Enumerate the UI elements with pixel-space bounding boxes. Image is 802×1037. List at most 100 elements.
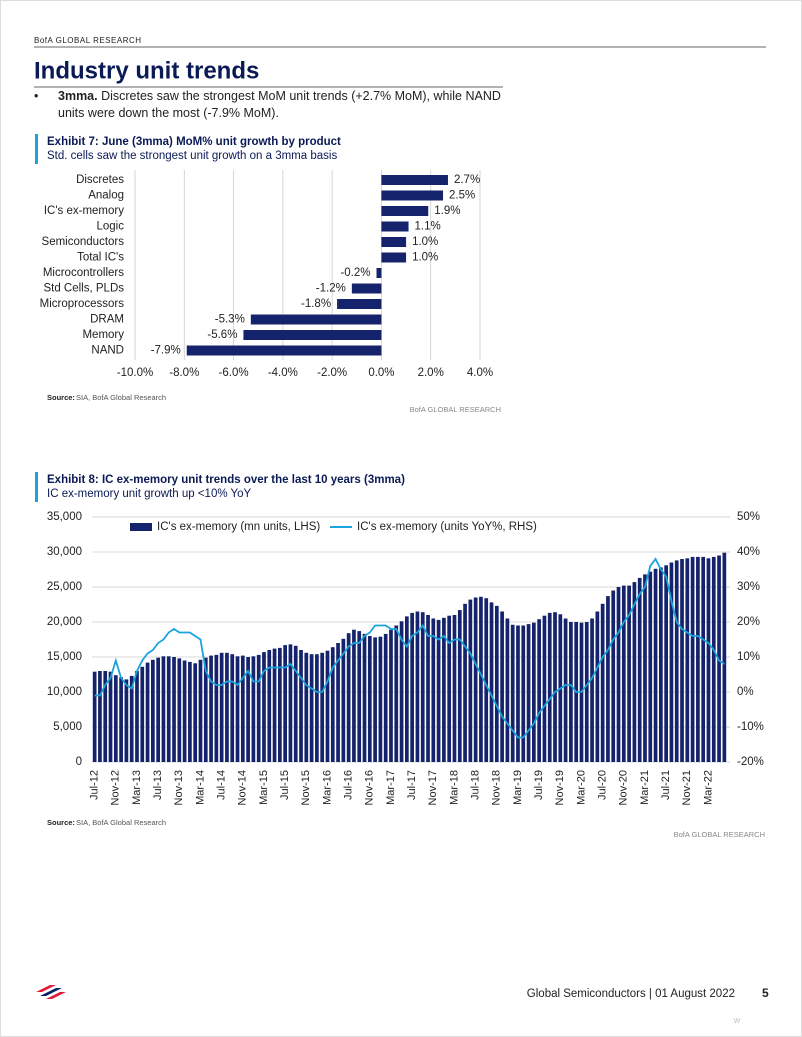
legend-label: IC's ex-memory (units YoY%, RHS) <box>357 521 537 533</box>
bar <box>113 675 118 762</box>
page-number: 5 <box>762 986 769 1000</box>
bar <box>151 659 155 762</box>
bar <box>669 562 674 762</box>
value-label: -7.9% <box>151 345 181 357</box>
x-tick-label: Nov-19 <box>554 770 566 805</box>
bar <box>685 558 690 762</box>
bar <box>563 618 568 762</box>
bar <box>177 658 182 762</box>
bar <box>330 647 335 762</box>
line <box>94 557 725 739</box>
bar <box>521 625 526 762</box>
bar <box>722 552 727 762</box>
source-label: Source: <box>47 393 75 402</box>
y2-tick-label: -20% <box>737 756 764 768</box>
bar <box>381 175 448 185</box>
bar <box>621 585 626 762</box>
bar <box>352 629 356 762</box>
value-label: 1.0% <box>412 252 438 264</box>
bar <box>166 656 171 762</box>
bar <box>161 656 166 762</box>
bar <box>336 643 340 762</box>
category-label: Total IC's <box>77 252 124 264</box>
bar <box>357 631 362 762</box>
x-tick-label: Nov-17 <box>427 770 439 805</box>
bar <box>135 671 139 762</box>
bar <box>108 671 113 762</box>
bar <box>394 625 399 762</box>
y-tick-label: 15,000 <box>47 651 82 663</box>
bar <box>600 603 605 762</box>
x-tick-label: Nov-14 <box>237 770 249 805</box>
bullet: • 3mma. Discretes saw the strongest MoM u… <box>34 89 501 120</box>
bar <box>381 237 407 247</box>
x-tick-label: Mar-20 <box>575 770 587 805</box>
y2-tick-label: 50% <box>737 511 760 523</box>
bar <box>381 252 407 263</box>
bar <box>225 652 229 762</box>
x-tick-label: Nov-13 <box>173 770 185 805</box>
value-label: 2.7% <box>454 174 480 186</box>
bar <box>510 624 515 762</box>
bar <box>124 679 129 762</box>
x-tick-label: Mar-18 <box>448 770 460 805</box>
bar <box>182 660 187 762</box>
x-tick-label: Mar-14 <box>194 770 206 805</box>
value-label: -5.6% <box>207 329 237 341</box>
source-label: Source: <box>47 818 75 827</box>
value-label: -0.2% <box>340 267 370 279</box>
x-tick-label: -6.0% <box>219 367 249 379</box>
bar <box>643 574 647 762</box>
bar <box>479 596 483 762</box>
bar <box>590 618 594 762</box>
credit: BofA GLOBAL RESEARCH <box>674 830 765 839</box>
bar <box>188 661 192 762</box>
bar <box>616 587 621 762</box>
bar <box>129 675 134 762</box>
source: SIA, BofA Global Research <box>76 393 166 402</box>
x-tick-label: Nov-20 <box>618 770 630 805</box>
bar <box>251 656 256 762</box>
bullet-lead: 3mma. <box>58 89 98 103</box>
category-label: Semiconductors <box>42 236 125 248</box>
bar <box>611 590 616 762</box>
category-label: Microprocessors <box>40 298 125 310</box>
legend-label: IC's ex-memory (mn units, LHS) <box>157 521 320 533</box>
bar <box>653 568 658 762</box>
exhibit-marker <box>35 134 38 164</box>
category-label: IC's ex-memory <box>44 205 124 217</box>
bar <box>468 599 473 762</box>
bar <box>553 612 557 762</box>
bar <box>214 654 219 762</box>
bar <box>240 655 245 762</box>
x-tick-label: Jul-13 <box>152 770 164 800</box>
x-tick-label: 0.0% <box>368 367 394 379</box>
bar <box>537 619 541 762</box>
bar <box>243 330 382 340</box>
bar <box>230 654 235 762</box>
category-label: Microcontrollers <box>43 267 124 279</box>
bar <box>198 659 203 762</box>
bar <box>256 654 261 762</box>
bar <box>186 345 382 356</box>
bar <box>436 619 441 762</box>
brand: BofA GLOBAL RESEARCH <box>34 36 142 45</box>
bar <box>246 657 250 762</box>
bar <box>381 206 429 216</box>
x-tick-label: Mar-17 <box>385 770 397 805</box>
y-tick-label: 35,000 <box>47 511 82 523</box>
bar <box>325 650 330 762</box>
x-tick-label: Mar-13 <box>131 770 143 805</box>
y-tick-label: 0 <box>76 756 82 768</box>
y2-tick-label: 10% <box>737 651 760 663</box>
bar <box>250 314 382 325</box>
bar <box>283 645 287 762</box>
bar <box>532 622 536 762</box>
x-tick-label: Jul-15 <box>279 770 291 800</box>
bar <box>381 190 444 201</box>
bar <box>309 654 314 762</box>
x-tick-label: -2.0% <box>317 367 347 379</box>
exhibit-title: Exhibit 7: June (3mma) MoM% unit growth … <box>47 136 341 148</box>
bar <box>410 612 414 762</box>
